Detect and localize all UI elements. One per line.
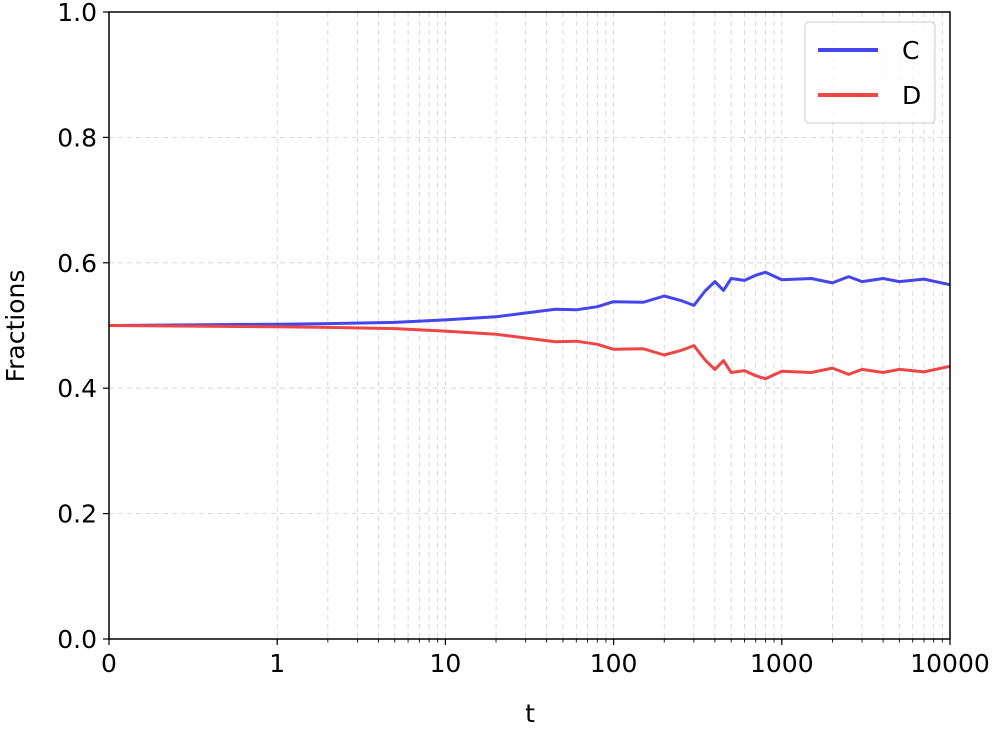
legend-label-c: C [902,36,919,65]
x-tick-label: 10000 [910,649,990,678]
x-tick-label: 1000 [750,649,814,678]
x-tick-label: 10 [429,649,461,678]
y-tick-label: 0.0 [57,625,97,654]
y-tick-label: 0.8 [57,123,97,152]
grid [109,11,951,640]
x-tick-label: 0 [101,649,117,678]
series-line-d [108,324,951,381]
x-axis-label: t [525,699,535,728]
plot-frame [108,11,951,640]
series-line-c [108,270,951,327]
legend: C D [804,21,936,124]
y-tick-label: 0.4 [57,374,97,403]
y-tick-label: 1.0 [57,0,97,27]
series-lines [108,270,951,381]
y-axis-label: Fractions [1,270,30,383]
y-tick-label: 0.2 [57,500,97,529]
legend-label-d: D [902,81,921,110]
legend-box [804,21,936,124]
x-tick-label: 1 [269,649,285,678]
y-tick-label: 0.6 [57,249,97,278]
x-tick-label: 100 [590,649,638,678]
ticks: 0 1 10 100 1000 10000 0.0 0.2 0.4 0.6 0.8 1.0 [57,0,990,678]
